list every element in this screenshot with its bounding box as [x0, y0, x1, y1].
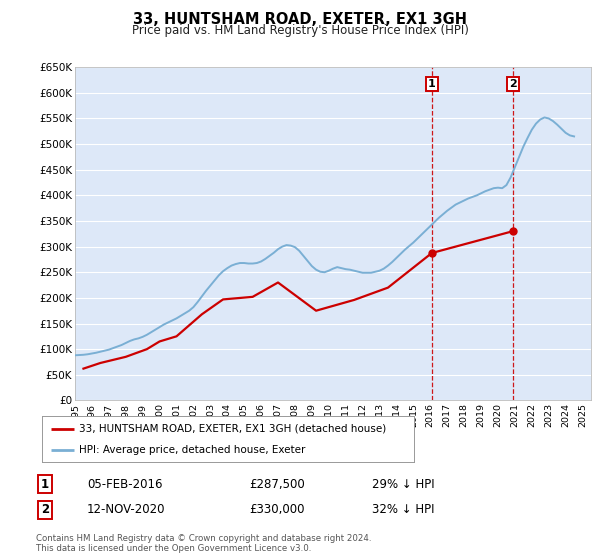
Text: 12-NOV-2020: 12-NOV-2020	[87, 503, 166, 516]
Text: 33, HUNTSHAM ROAD, EXETER, EX1 3GH: 33, HUNTSHAM ROAD, EXETER, EX1 3GH	[133, 12, 467, 27]
Text: 32% ↓ HPI: 32% ↓ HPI	[372, 503, 434, 516]
Text: 2: 2	[509, 79, 517, 89]
Text: 33, HUNTSHAM ROAD, EXETER, EX1 3GH (detached house): 33, HUNTSHAM ROAD, EXETER, EX1 3GH (deta…	[79, 424, 386, 434]
Text: 1: 1	[41, 478, 49, 491]
Text: 2: 2	[41, 503, 49, 516]
Text: 1: 1	[428, 79, 436, 89]
Text: Contains HM Land Registry data © Crown copyright and database right 2024.
This d: Contains HM Land Registry data © Crown c…	[36, 534, 371, 553]
Text: £330,000: £330,000	[249, 503, 305, 516]
Text: £287,500: £287,500	[249, 478, 305, 491]
Text: Price paid vs. HM Land Registry's House Price Index (HPI): Price paid vs. HM Land Registry's House …	[131, 24, 469, 36]
Text: 29% ↓ HPI: 29% ↓ HPI	[372, 478, 434, 491]
Text: 05-FEB-2016: 05-FEB-2016	[87, 478, 163, 491]
Text: HPI: Average price, detached house, Exeter: HPI: Average price, detached house, Exet…	[79, 445, 305, 455]
